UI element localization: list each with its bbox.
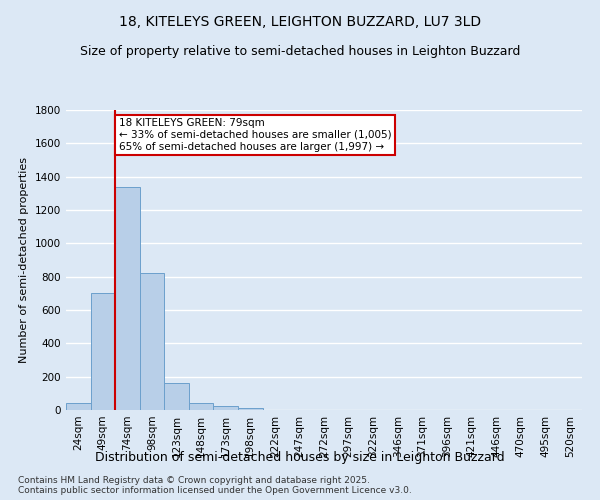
Bar [189, 404, 214, 410]
Text: Contains HM Land Registry data © Crown copyright and database right 2025.
Contai: Contains HM Land Registry data © Crown c… [18, 476, 412, 495]
Bar [115, 186, 140, 410]
Bar [214, 406, 238, 410]
Text: Distribution of semi-detached houses by size in Leighton Buzzard: Distribution of semi-detached houses by … [95, 451, 505, 464]
Bar [91, 294, 115, 410]
Text: Size of property relative to semi-detached houses in Leighton Buzzard: Size of property relative to semi-detach… [80, 45, 520, 58]
Y-axis label: Number of semi-detached properties: Number of semi-detached properties [19, 157, 29, 363]
Bar [66, 404, 91, 410]
Text: 18 KITELEYS GREEN: 79sqm
← 33% of semi-detached houses are smaller (1,005)
65% o: 18 KITELEYS GREEN: 79sqm ← 33% of semi-d… [119, 118, 391, 152]
Bar [238, 408, 263, 410]
Bar [164, 384, 189, 410]
Bar [140, 274, 164, 410]
Text: 18, KITELEYS GREEN, LEIGHTON BUZZARD, LU7 3LD: 18, KITELEYS GREEN, LEIGHTON BUZZARD, LU… [119, 15, 481, 29]
